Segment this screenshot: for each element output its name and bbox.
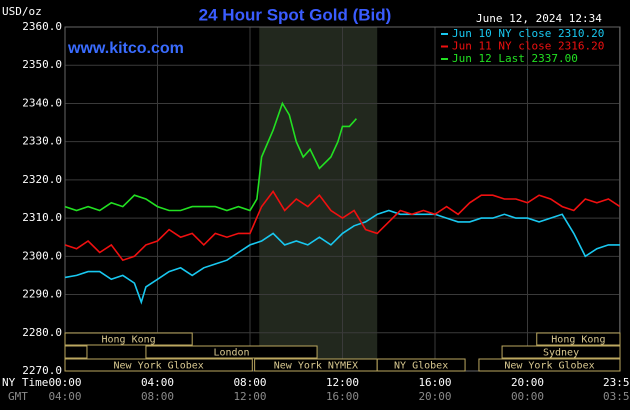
legend-label: Jun 12 Last 2337.00 xyxy=(452,52,578,65)
unit-label: USD/oz xyxy=(2,5,42,18)
y-tick-label: 2270.0 xyxy=(22,364,62,377)
session-label: New York Globex xyxy=(114,361,204,372)
x2-axis-label: GMT xyxy=(8,390,28,403)
x2-tick-label: 20:00 xyxy=(418,390,451,403)
y-tick-label: 2320.0 xyxy=(22,173,62,186)
chart-title: 24 Hour Spot Gold (Bid) xyxy=(199,5,392,24)
y-tick-label: 2300.0 xyxy=(22,249,62,262)
session-bar xyxy=(501,345,621,359)
y-tick-label: 2280.0 xyxy=(22,326,62,339)
x-tick-label: 04:00 xyxy=(141,376,174,389)
x2-tick-label: 12:00 xyxy=(233,390,266,403)
x-tick-label: 23:59 xyxy=(603,376,630,389)
x2-tick-label: 00:00 xyxy=(511,390,544,403)
shaded-span xyxy=(259,27,378,371)
x2-tick-label: 04:00 xyxy=(48,390,81,403)
y-tick-label: 2310.0 xyxy=(22,211,62,224)
x-tick-label: 08:00 xyxy=(233,376,266,389)
line xyxy=(65,189,620,262)
line xyxy=(65,101,357,212)
y-tick-label: 2330.0 xyxy=(22,135,62,148)
x-tick-label: 16:00 xyxy=(418,376,451,389)
y-tick-label: 2290.0 xyxy=(22,288,62,301)
session-bar xyxy=(145,345,318,359)
session-bar xyxy=(64,358,253,372)
x2-tick-label: 08:00 xyxy=(141,390,174,403)
session-label: Hong Kong xyxy=(102,335,156,346)
session-label: Hong Kong xyxy=(551,335,605,346)
x2-tick-label: 16:00 xyxy=(326,390,359,403)
session-label: NY Globex xyxy=(394,361,448,372)
session-bar xyxy=(536,332,621,346)
y-tick-label: 2350.0 xyxy=(22,58,62,71)
timestamp: June 12, 2024 12:34 xyxy=(476,12,602,25)
session-bar xyxy=(64,332,193,346)
session-label: Sydney xyxy=(543,348,579,359)
x-axis-label: NY Time xyxy=(2,376,48,389)
session-label: New York NYMEX xyxy=(274,361,358,372)
legend-label: Jun 10 NY close 2310.20 xyxy=(452,27,604,40)
x2-tick-label: 03:59 xyxy=(603,390,630,403)
site-label: www.kitco.com xyxy=(67,40,184,57)
session-label: New York Globex xyxy=(504,361,594,372)
x-tick-label: 20:00 xyxy=(511,376,544,389)
y-tick-label: 2340.0 xyxy=(22,96,62,109)
session-bar xyxy=(478,358,621,372)
session-label: London xyxy=(213,348,249,359)
legend-label: Jun 11 NY close 2316.20 xyxy=(452,40,604,53)
line xyxy=(65,209,620,305)
y-tick-label: 2360.0 xyxy=(22,20,62,33)
session-bar xyxy=(376,358,466,372)
x-tick-label: 00:00 xyxy=(48,376,81,389)
x-tick-label: 12:00 xyxy=(326,376,359,389)
session-bar xyxy=(64,345,88,359)
